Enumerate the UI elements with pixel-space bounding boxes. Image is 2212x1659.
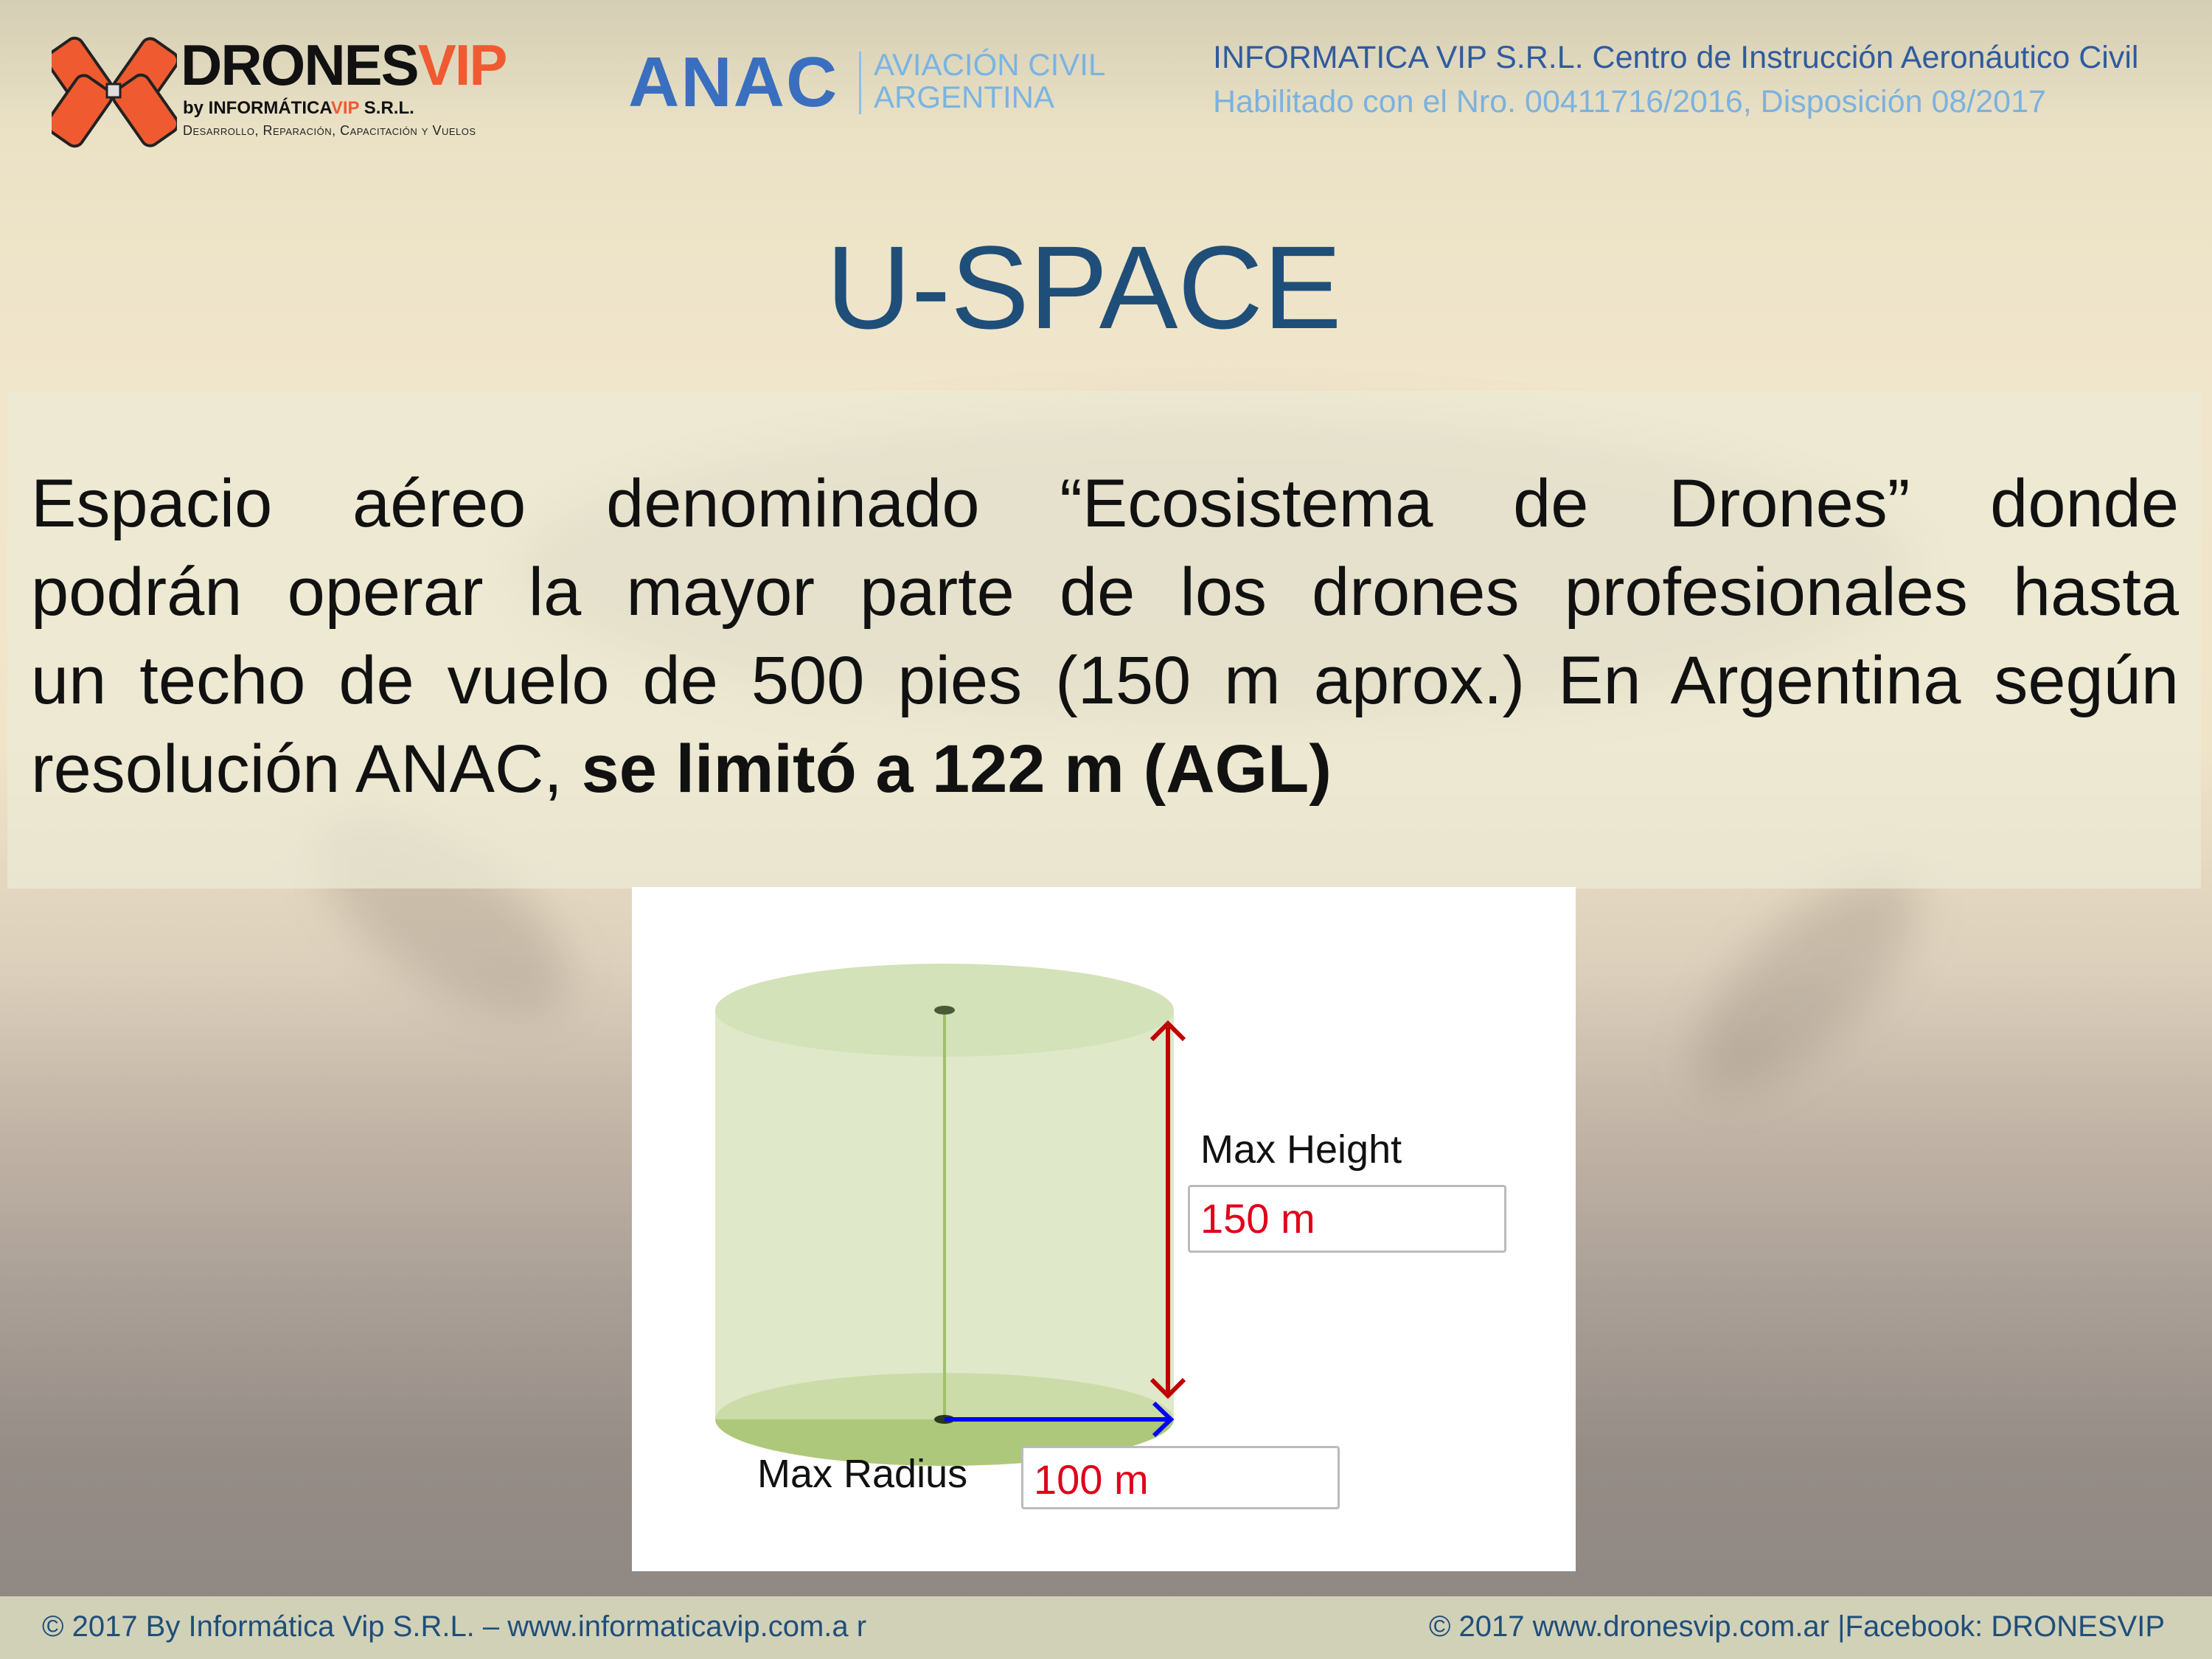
page-title: U-SPACE [826,221,1342,353]
footer-right-text: © 2017 www.dronesvip.com.ar |Facebook: D… [1428,1610,2165,1643]
highlight-limit: se limitó a 122 m (AGL) [581,731,1332,807]
license-text: Habilitado con el Nro. 00411716/2016, Di… [1213,84,2046,119]
max-height-input[interactable]: 150 m [1188,1185,1506,1253]
max-radius-label: Max Radius [757,1452,968,1496]
body-line: podrán operar la mayor parte de los dron… [31,554,2179,630]
body-line: Espacio aéreo denominado “Ecosistema de … [31,466,2179,541]
institution-name: INFORMATICA VIP S.R.L. Centro de Instruc… [1213,40,2139,75]
top-center-point [934,1006,955,1015]
dronesvip-logo-icon [52,36,177,148]
anac-logo: ANAC [628,43,839,122]
airspace-diagram: Max Height 150 m Max Radius 100 m [632,887,1576,1571]
anac-subtitle: AVIACIÓN CIVIL ARGENTINA [874,47,1106,114]
text-panel [7,391,2201,888]
body-line: un techo de vuelo de 500 pies (150 m apr… [31,643,2179,718]
anac-divider [859,52,861,114]
dronesvip-brand: DRONESVIP [181,32,507,97]
max-radius-input[interactable]: 100 m [1021,1446,1340,1509]
logo-byline: by INFORMÁTICAVIP S.R.L. [183,98,414,118]
logo-tagline: Desarrollo, Reparación, Capacitación y V… [183,123,476,138]
footer: © 2017 By Informática Vip S.R.L. – www.i… [0,1596,2212,1659]
footer-left-text: © 2017 By Informática Vip S.R.L. – www.i… [42,1610,867,1643]
body-line: resolución ANAC, se limitó a 122 m (AGL) [31,731,1332,807]
max-height-label: Max Height [1200,1127,1402,1172]
